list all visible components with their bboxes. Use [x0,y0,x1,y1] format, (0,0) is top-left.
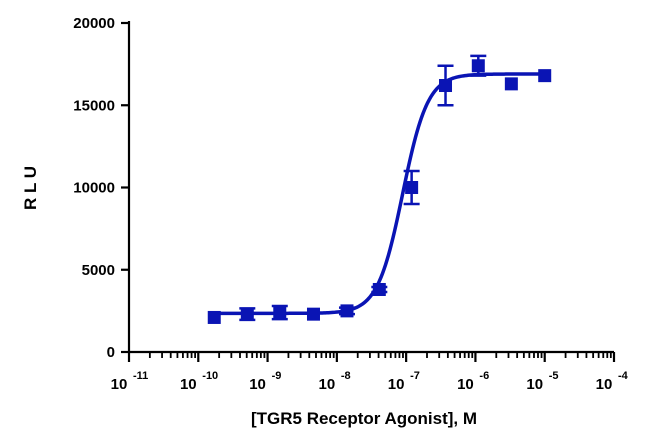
data-point [471,59,485,73]
x-tick-exponent: -11 [133,370,148,382]
data-points [207,59,552,324]
data-point [538,69,552,83]
x-tick-label: 10 [526,376,543,393]
x-tick-exponent: -7 [410,370,420,382]
x-tick-label: 10 [388,376,405,393]
data-point [273,306,287,320]
x-tick-exponent: -4 [618,370,629,382]
data-point [405,181,419,194]
y-axis-title: R L U [21,166,40,210]
x-tick-label: 10 [319,376,336,393]
x-tick-label: 10 [249,376,266,393]
x-tick-label: 10 [457,376,474,393]
x-tick-exponent: -10 [202,370,218,382]
x-tick-label: 10 [180,376,197,393]
data-point [207,310,221,324]
y-tick-label: 5000 [82,262,115,279]
data-point [306,307,320,321]
x-tick-exponent: -8 [341,370,351,382]
y-tick-label: 10000 [73,180,115,197]
x-tick-label: 10 [596,376,613,393]
x-tick-exponent: -6 [479,370,489,382]
data-point [372,282,386,296]
fit-curve [214,72,545,316]
data-point [439,79,453,93]
y-axis-ticks: 0 5000 10000 15000 20000 [73,15,129,361]
data-point [504,77,518,91]
data-point [340,304,354,318]
data-point [240,307,254,321]
x-tick-exponent: -5 [549,370,559,382]
x-axis-title: [TGR5 Receptor Agonist], M [251,409,477,428]
x-tick-label: 10 [111,376,128,393]
error-bars [239,54,487,322]
x-axis-ticks: 10 -11 10 -10 10 -9 10 -8 10 -7 10 -6 10 -5 10 -4 [111,352,629,393]
y-tick-label: 15000 [73,97,115,114]
x-tick-exponent: -9 [272,370,282,382]
y-tick-label: 0 [107,344,115,361]
y-tick-label: 20000 [73,15,115,32]
